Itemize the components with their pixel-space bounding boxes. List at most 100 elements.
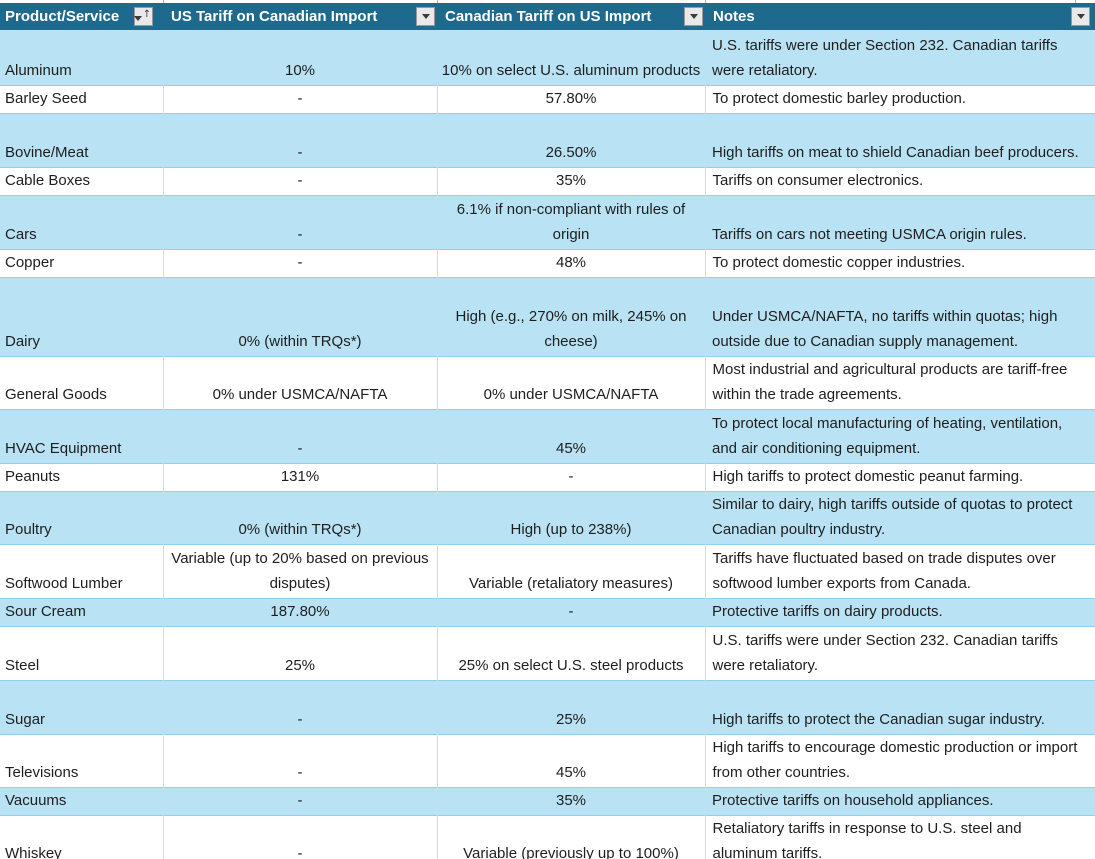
cell-ca-tariff[interactable]: 48% bbox=[436, 249, 705, 277]
column-header-label: Canadian Tariff on US Import bbox=[445, 8, 652, 25]
cell-ca-tariff[interactable]: 35% bbox=[436, 167, 705, 195]
cell-notes[interactable]: Retaliatory tariffs in response to U.S. … bbox=[704, 815, 1095, 859]
cell-notes[interactable]: High tariffs to protect domestic peanut … bbox=[704, 463, 1095, 491]
cell-product[interactable]: Televisions bbox=[5, 763, 79, 781]
cell-us-tariff[interactable]: 0% (within TRQs*) bbox=[238, 520, 362, 538]
cell-notes[interactable]: Most industrial and agricultural product… bbox=[704, 356, 1095, 409]
cell-product[interactable]: Dairy bbox=[5, 332, 41, 350]
cell-notes[interactable]: High tariffs on meat to shield Canadian … bbox=[712, 143, 1079, 161]
cell-notes[interactable]: Tariffs on consumer electronics. bbox=[704, 167, 1095, 195]
cell-ca-tariff[interactable]: High (up to 238%) bbox=[510, 520, 632, 538]
column-header-us-tariff: US Tariff on Canadian Import bbox=[163, 3, 437, 30]
cell-product[interactable]: Aluminum bbox=[5, 61, 72, 79]
cell-product[interactable]: Poultry bbox=[5, 520, 52, 538]
cell-product[interactable]: Steel bbox=[5, 656, 40, 674]
table-row: Peanuts 131% - High tariffs to protect dome… bbox=[0, 463, 1095, 491]
table-row: General Goods 0% under USMCA/NAFTA 0% unde… bbox=[0, 356, 1095, 409]
cell-us-tariff[interactable]: 131% bbox=[162, 463, 437, 491]
cell-product[interactable]: Vacuums bbox=[5, 791, 67, 809]
cell-notes[interactable]: Tariffs on cars not meeting USMCA origin… bbox=[712, 225, 1027, 243]
cell-product[interactable]: Softwood Lumber bbox=[5, 574, 123, 592]
cell-notes[interactable]: Similar to dairy, high tariffs outside o… bbox=[712, 495, 1073, 538]
cell-ca-tariff[interactable]: 57.80% bbox=[436, 85, 705, 113]
cell-us-tariff[interactable]: - bbox=[162, 734, 437, 787]
cell-ca-tariff[interactable]: 45% bbox=[436, 734, 705, 787]
cell-product[interactable]: Copper bbox=[5, 253, 55, 271]
table-row: Vacuums - 35% Protective tariffs on househo… bbox=[0, 787, 1095, 815]
cell-notes[interactable]: Under USMCA/NAFTA, no tariffs within quo… bbox=[712, 307, 1058, 350]
cell-product[interactable]: Whiskey bbox=[5, 844, 62, 859]
cell-notes[interactable]: High tariffs to protect the Canadian sug… bbox=[712, 710, 1045, 728]
cell-ca-tariff[interactable]: High (e.g., 270% on milk, 245% on cheese… bbox=[455, 307, 687, 350]
cell-ca-tariff[interactable]: 6.1% if non-compliant with rules of orig… bbox=[456, 200, 686, 243]
cell-notes[interactable]: Protective tariffs on dairy products. bbox=[712, 602, 943, 620]
cell-product[interactable]: Sour Cream bbox=[5, 602, 86, 620]
cell-us-tariff[interactable]: - bbox=[162, 249, 437, 277]
cell-product[interactable]: Bovine/Meat bbox=[5, 143, 89, 161]
cell-ca-tariff[interactable]: - bbox=[568, 602, 574, 620]
cell-product[interactable]: Cable Boxes bbox=[5, 171, 91, 189]
cell-notes[interactable]: To protect local manufacturing of heatin… bbox=[712, 414, 1063, 457]
cell-ca-tariff[interactable]: Variable (retaliatory measures) bbox=[436, 544, 705, 598]
cell-notes[interactable]: U.S. tariffs were under Section 232. Can… bbox=[704, 626, 1095, 680]
cell-ca-tariff[interactable]: 25% on select U.S. steel products bbox=[436, 626, 705, 680]
table-row: Barley Seed -57.80% To protect domestic ba… bbox=[0, 85, 1095, 113]
cell-product[interactable]: General Goods bbox=[5, 385, 107, 403]
table-row: Poultry 0% (within TRQs*) High (up to 238%… bbox=[0, 491, 1095, 544]
table-row: Bovine/Meat - 26.50% High tariffs on meat t… bbox=[0, 113, 1095, 167]
table-row: Dairy 0% (within TRQs*) High (e.g., 270% o… bbox=[0, 277, 1095, 356]
filter-sort-ascending-icon[interactable]: ↑ bbox=[133, 7, 153, 26]
column-header-product-service: Product/Service ↑ bbox=[0, 3, 163, 30]
filter-dropdown-icon[interactable] bbox=[416, 7, 435, 26]
table-row: Televisions -45% High tariffs to encourage… bbox=[0, 734, 1095, 787]
cell-us-tariff[interactable]: - bbox=[297, 225, 303, 243]
cell-product[interactable]: Sugar bbox=[5, 710, 46, 728]
cell-notes[interactable]: To protect domestic copper industries. bbox=[704, 249, 1095, 277]
header-row: Product/Service ↑ US Tariff on Canadian … bbox=[0, 3, 1095, 30]
cell-us-tariff[interactable]: 25% bbox=[162, 626, 437, 680]
cell-notes[interactable]: U.S. tariffs were under Section 232. Can… bbox=[712, 36, 1058, 79]
cell-product[interactable]: Barley Seed bbox=[5, 89, 87, 107]
table-row: Steel 25% 25% on select U.S. steel product… bbox=[0, 626, 1095, 680]
filter-dropdown-icon[interactable] bbox=[684, 7, 703, 26]
table-row: Cable Boxes -35% Tariffs on consumer elect… bbox=[0, 167, 1095, 195]
cell-us-tariff[interactable]: - bbox=[162, 85, 437, 113]
cell-us-tariff[interactable]: 0% (within TRQs*) bbox=[238, 332, 362, 350]
cell-ca-tariff[interactable]: 26.50% bbox=[545, 143, 597, 161]
cell-product[interactable]: Peanuts bbox=[5, 467, 61, 485]
cell-us-tariff[interactable]: - bbox=[162, 167, 437, 195]
cell-product[interactable]: HVAC Equipment bbox=[5, 439, 122, 457]
cell-us-tariff[interactable]: Variable (up to 20% based on previous di… bbox=[162, 544, 437, 598]
column-header-label: Product/Service bbox=[5, 8, 120, 25]
gridline-strip bbox=[0, 0, 1095, 3]
gridline-tick bbox=[163, 0, 164, 3]
cell-us-tariff[interactable]: - bbox=[162, 815, 437, 859]
tariff-table: Product/Service ↑ US Tariff on Canadian … bbox=[0, 3, 1095, 859]
table-row: Sugar - 25% High tariffs to protect the Can… bbox=[0, 680, 1095, 734]
cell-ca-tariff[interactable]: - bbox=[436, 463, 705, 491]
cell-product[interactable]: Cars bbox=[5, 225, 37, 243]
filter-dropdown-icon[interactable] bbox=[1071, 7, 1090, 26]
cell-us-tariff[interactable]: 187.80% bbox=[270, 602, 330, 620]
cell-ca-tariff[interactable]: 25% bbox=[555, 710, 587, 728]
cell-us-tariff[interactable]: - bbox=[297, 439, 303, 457]
cell-notes[interactable]: High tariffs to encourage domestic produ… bbox=[704, 734, 1095, 787]
cell-ca-tariff[interactable]: Variable (previously up to 100%) bbox=[436, 815, 705, 859]
cell-ca-tariff[interactable]: 10% on select U.S. aluminum products bbox=[441, 61, 701, 79]
cell-notes[interactable]: To protect domestic barley production. bbox=[704, 85, 1095, 113]
cell-ca-tariff[interactable]: 35% bbox=[555, 791, 587, 809]
cell-us-tariff[interactable]: - bbox=[297, 791, 303, 809]
cell-us-tariff[interactable]: 0% under USMCA/NAFTA bbox=[162, 356, 437, 409]
cell-us-tariff[interactable]: - bbox=[297, 143, 303, 161]
cell-us-tariff[interactable]: 10% bbox=[284, 61, 316, 79]
table-row: Cars - 6.1% if non-compliant with rules of… bbox=[0, 195, 1095, 249]
cell-notes[interactable]: Tariffs have fluctuated based on trade d… bbox=[704, 544, 1095, 598]
cell-us-tariff[interactable]: - bbox=[297, 710, 303, 728]
cell-ca-tariff[interactable]: 45% bbox=[555, 439, 587, 457]
cell-ca-tariff[interactable]: 0% under USMCA/NAFTA bbox=[436, 356, 705, 409]
dropdown-triangle-icon bbox=[421, 14, 430, 19]
cell-notes[interactable]: Protective tariffs on household applianc… bbox=[712, 791, 994, 809]
table-row: Copper -48% To protect domestic copper ind… bbox=[0, 249, 1095, 277]
sort-ascending-arrow-icon: ↑ bbox=[142, 8, 152, 20]
